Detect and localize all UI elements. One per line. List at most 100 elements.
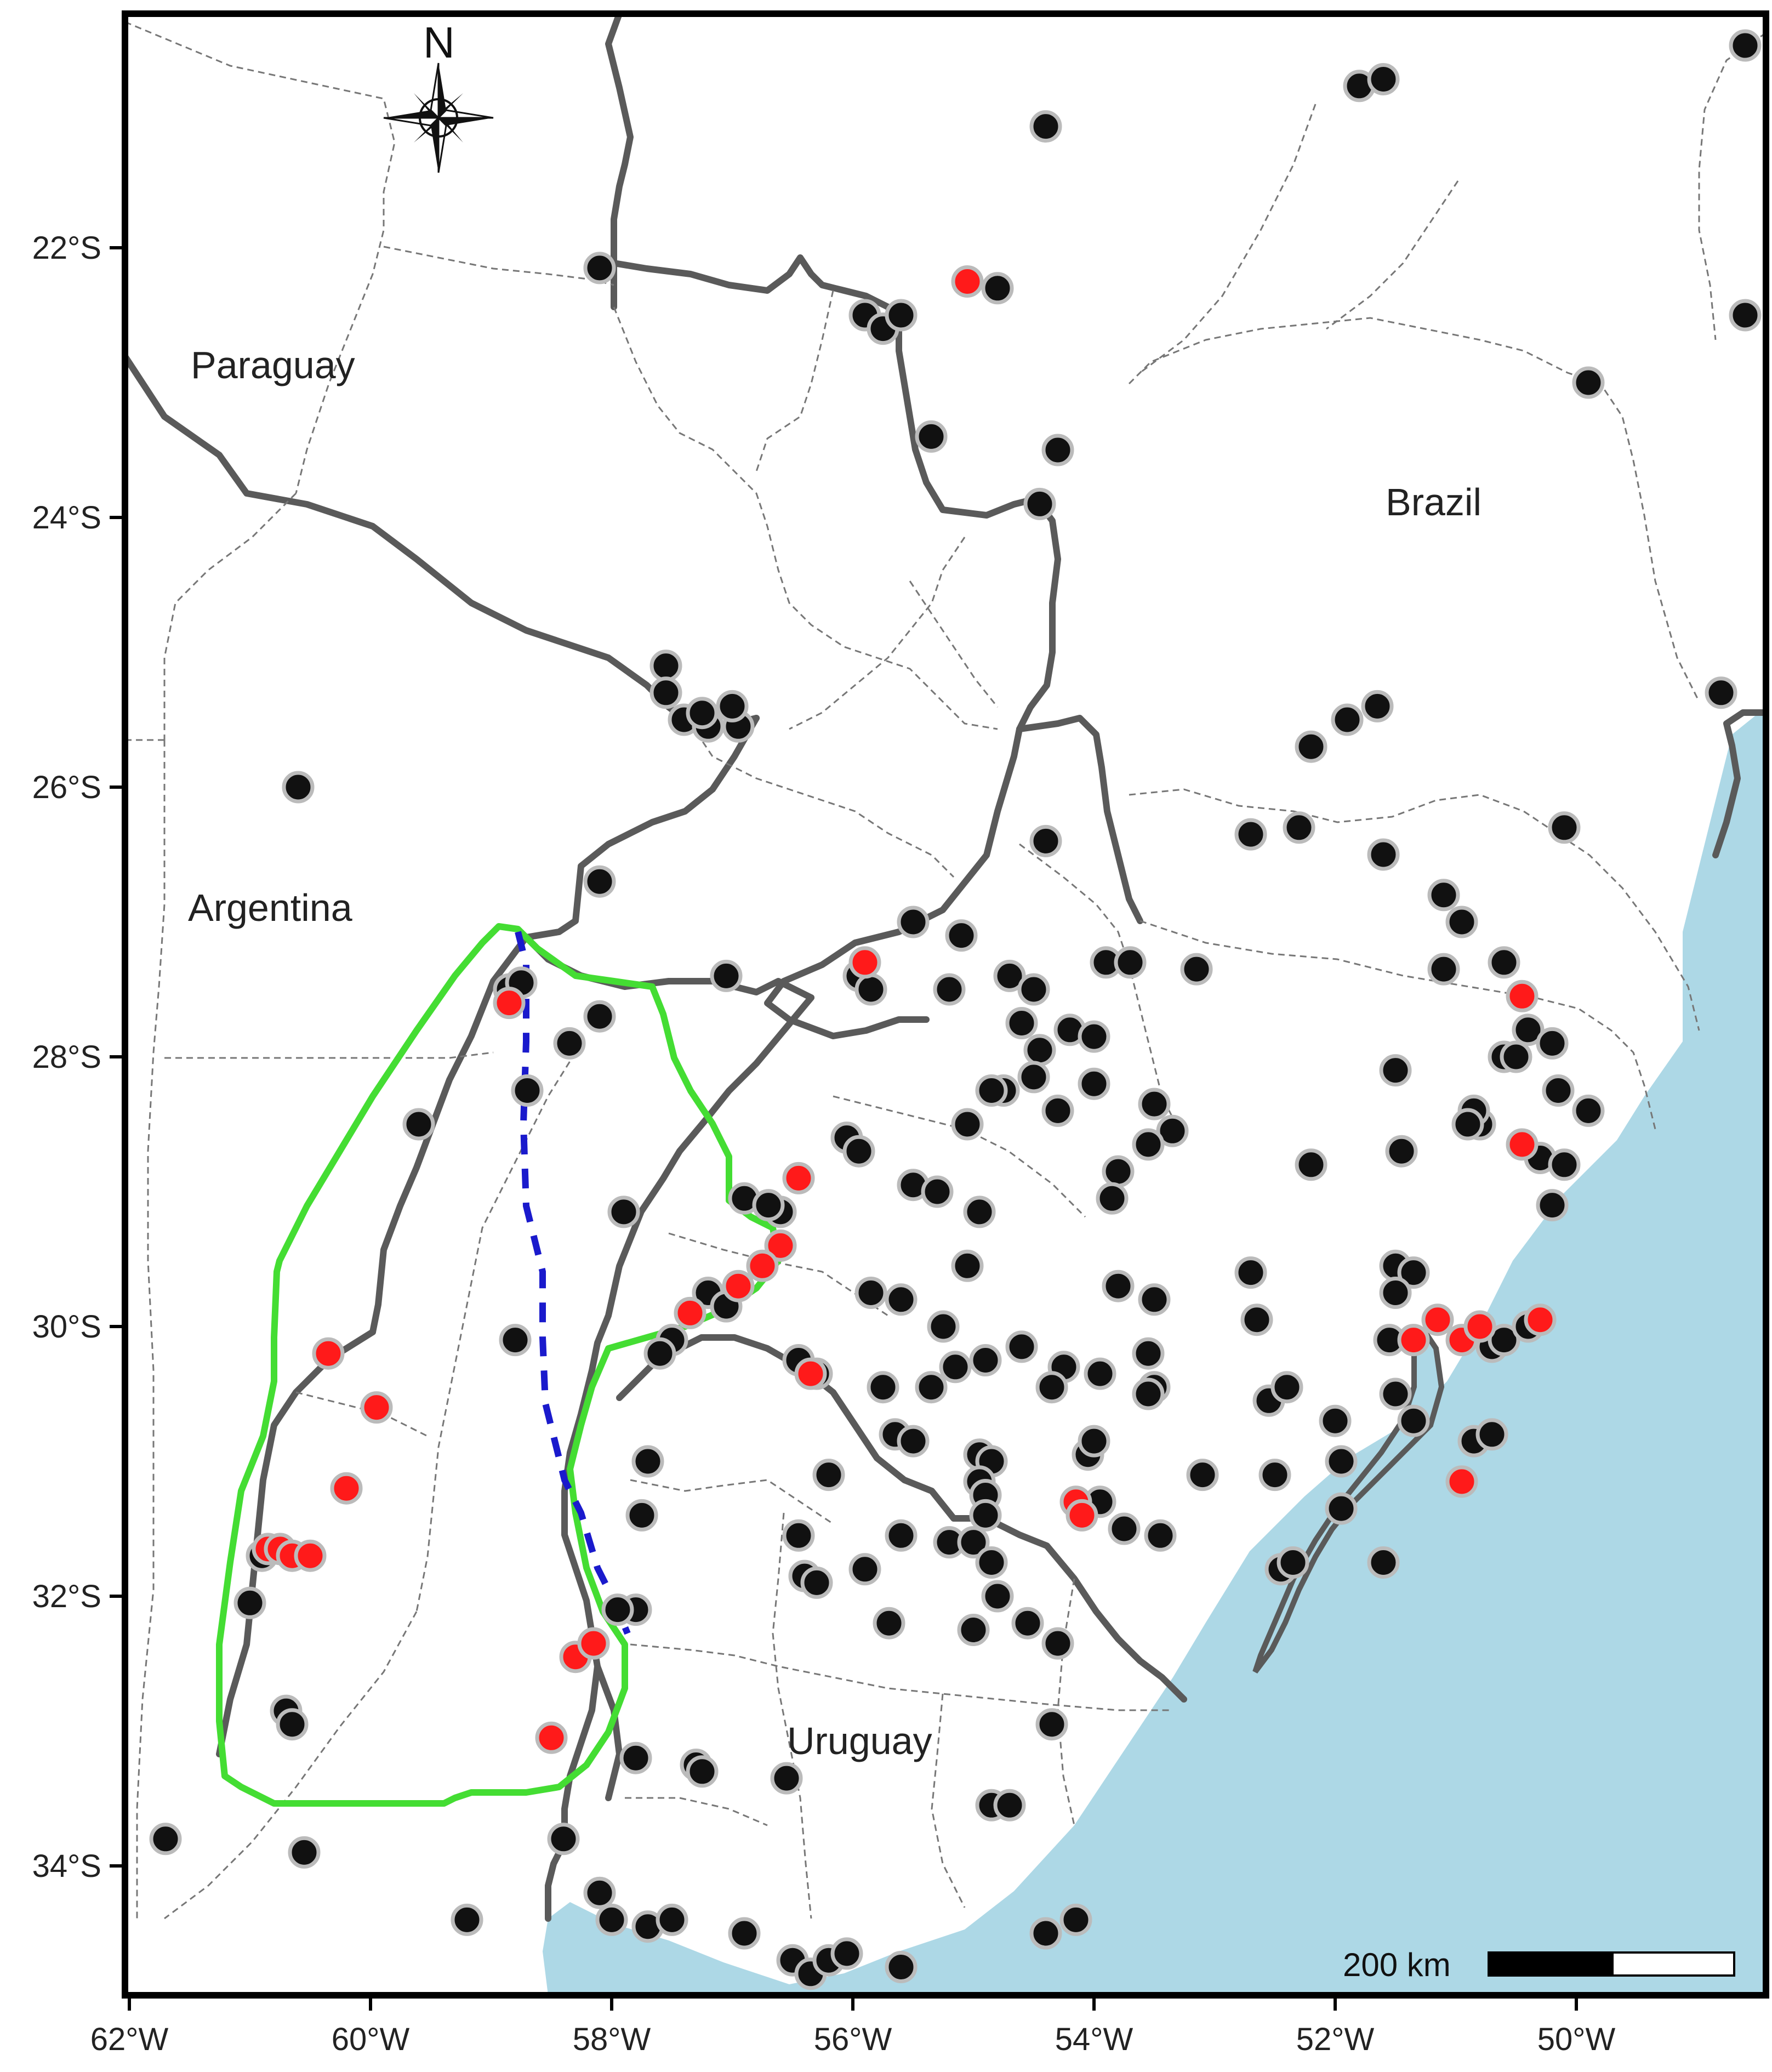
record-point-black bbox=[1035, 1708, 1068, 1741]
x-tick-label: 60°W bbox=[332, 2022, 410, 2057]
record-point-black bbox=[710, 959, 743, 992]
record-point-black bbox=[830, 1937, 863, 1970]
record-point-red bbox=[674, 1296, 706, 1329]
record-point-black bbox=[1132, 1377, 1165, 1410]
record-point-black bbox=[921, 1175, 954, 1208]
record-point-black bbox=[1017, 1061, 1050, 1094]
record-point-black bbox=[1367, 1546, 1400, 1579]
compass-rose-icon: N bbox=[383, 18, 494, 173]
record-point-red bbox=[577, 1627, 610, 1660]
record-point-black bbox=[1397, 1404, 1430, 1437]
record-point-black bbox=[975, 1074, 1008, 1107]
record-point-black bbox=[1258, 1459, 1291, 1492]
record-point-black bbox=[1132, 1337, 1165, 1370]
record-point-black bbox=[1059, 1903, 1092, 1936]
record-point-black bbox=[1234, 1256, 1267, 1289]
record-point-black bbox=[1385, 1135, 1418, 1168]
record-point-black bbox=[885, 1283, 918, 1316]
record-point-black bbox=[1132, 1128, 1165, 1161]
record-point-red bbox=[1524, 1303, 1557, 1336]
record-point-black bbox=[649, 650, 682, 682]
record-point-black bbox=[1536, 1027, 1569, 1060]
record-point-black bbox=[1240, 1303, 1273, 1336]
record-point-black bbox=[1283, 811, 1315, 844]
record-point-red bbox=[1506, 980, 1539, 1012]
record-point-black bbox=[1138, 1088, 1171, 1120]
record-point-black bbox=[945, 919, 978, 952]
y-axis-ticks: 22°S 24°S 26°S 28°S 30°S 32°S 34°S bbox=[32, 230, 125, 1884]
record-point-black bbox=[1488, 946, 1520, 979]
record-point-black bbox=[1234, 818, 1267, 851]
scale-bar-label: 200 km bbox=[1343, 1946, 1451, 1983]
record-point-black bbox=[854, 973, 887, 1006]
record-point-black bbox=[800, 1566, 833, 1599]
record-point-black bbox=[1041, 1627, 1074, 1660]
record-point-black bbox=[1548, 1148, 1581, 1181]
record-point-black bbox=[1078, 1020, 1110, 1053]
record-point-black bbox=[511, 1074, 544, 1107]
record-point-red bbox=[294, 1539, 327, 1572]
record-point-black bbox=[1041, 434, 1074, 466]
record-point-red bbox=[330, 1472, 363, 1505]
atlantic-ocean bbox=[543, 707, 1766, 1995]
record-point-red bbox=[782, 1162, 815, 1194]
record-point-black bbox=[1427, 953, 1460, 986]
record-point-black bbox=[770, 1762, 803, 1795]
record-points-red bbox=[252, 265, 1557, 1754]
record-point-black bbox=[1005, 1330, 1038, 1363]
record-point-black bbox=[595, 1903, 628, 1936]
record-point-black bbox=[1488, 1324, 1520, 1357]
record-point-red bbox=[794, 1357, 827, 1390]
record-point-black bbox=[499, 1324, 532, 1357]
record-point-black bbox=[1445, 906, 1478, 938]
x-tick-label: 58°W bbox=[573, 2022, 651, 2057]
record-point-black bbox=[1078, 1425, 1110, 1458]
record-point-black bbox=[873, 1607, 905, 1640]
record-point-red bbox=[848, 946, 881, 979]
record-point-red bbox=[1463, 1310, 1496, 1343]
y-tick-label: 34°S bbox=[32, 1848, 101, 1884]
record-point-black bbox=[957, 1526, 990, 1559]
record-point-black bbox=[686, 1755, 719, 1788]
y-tick-label: 24°S bbox=[32, 500, 101, 536]
record-point-red bbox=[1506, 1128, 1539, 1161]
record-point-black bbox=[619, 1741, 652, 1774]
record-point-black bbox=[625, 1499, 658, 1532]
record-point-black bbox=[1397, 1256, 1430, 1289]
scale-bar: 200 km bbox=[1343, 1946, 1735, 1983]
record-point-red bbox=[360, 1391, 393, 1424]
record-point-black bbox=[1729, 29, 1762, 62]
record-point-black bbox=[1114, 946, 1147, 979]
record-point-black bbox=[854, 1277, 887, 1309]
record-point-black bbox=[897, 1425, 930, 1458]
record-point-black bbox=[656, 1903, 688, 1936]
record-point-red bbox=[951, 265, 984, 298]
country-label-paraguay: Paraguay bbox=[191, 344, 355, 386]
record-point-red bbox=[1066, 1499, 1098, 1532]
record-point-black bbox=[1023, 1034, 1056, 1067]
record-point-black bbox=[969, 1344, 1002, 1376]
record-point-black bbox=[1325, 1445, 1358, 1478]
record-point-black bbox=[957, 1614, 990, 1646]
x-tick-label: 54°W bbox=[1055, 2022, 1133, 2057]
record-point-black bbox=[842, 1135, 875, 1168]
record-point-black bbox=[583, 252, 616, 284]
record-point-black bbox=[885, 299, 918, 332]
record-point-red bbox=[493, 987, 526, 1020]
record-point-black bbox=[583, 1876, 616, 1909]
record-point-black bbox=[782, 1519, 815, 1552]
record-point-black bbox=[1536, 1189, 1569, 1222]
record-point-black bbox=[1379, 1277, 1412, 1309]
record-point-black bbox=[583, 865, 616, 898]
record-point-black bbox=[885, 1951, 918, 1983]
record-point-black bbox=[1078, 1067, 1110, 1100]
record-point-black bbox=[1005, 1007, 1038, 1039]
record-point-black bbox=[1102, 1155, 1135, 1188]
record-point-black bbox=[686, 697, 719, 730]
record-point-black bbox=[601, 1593, 634, 1626]
record-point-red bbox=[1397, 1324, 1430, 1357]
country-label-brazil: Brazil bbox=[1386, 481, 1482, 523]
record-point-black bbox=[649, 676, 682, 709]
divide-line bbox=[515, 931, 631, 1635]
y-tick-label: 22°S bbox=[32, 230, 101, 266]
